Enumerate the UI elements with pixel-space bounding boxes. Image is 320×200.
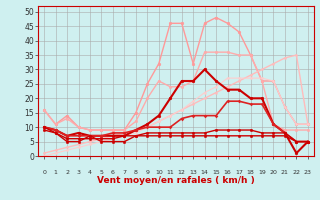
X-axis label: Vent moyen/en rafales ( km/h ): Vent moyen/en rafales ( km/h ) [97,176,255,185]
